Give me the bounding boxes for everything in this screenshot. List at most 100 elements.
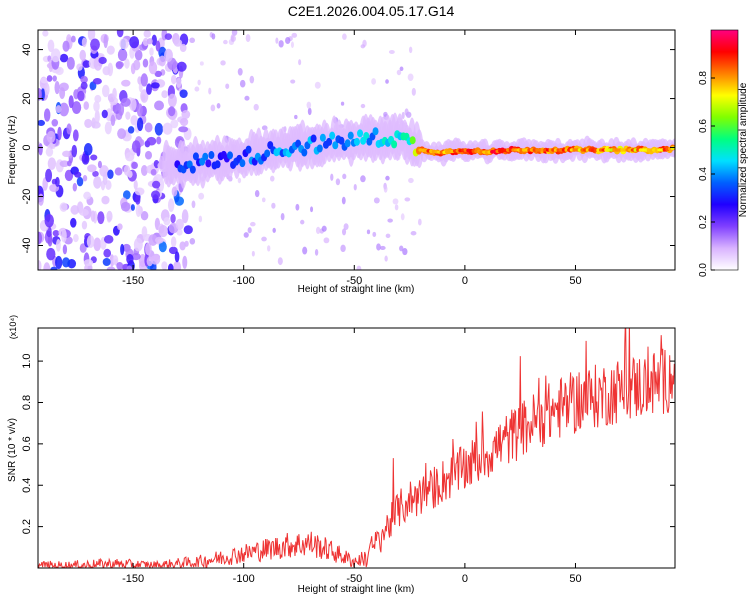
heatmap-noise-blob <box>106 210 113 222</box>
y-tick-label: -40 <box>21 238 33 254</box>
heatmap-noise-blob <box>80 75 88 84</box>
heatmap-noise-blob <box>79 49 87 61</box>
heatmap-noise-blob <box>142 37 149 47</box>
heatmap-y-axis-label: Frequency (Hz) <box>7 116 18 185</box>
heatmap-noise-blob <box>158 225 168 238</box>
heatmap-ridge-cell <box>357 129 364 138</box>
heatmap-sparse-blob <box>210 104 216 112</box>
y-tick-label: -20 <box>21 189 33 205</box>
heatmap-noise-blob <box>83 101 89 110</box>
heatmap-sparse-blob <box>385 79 389 84</box>
colorbar-label: Normalized spectral amplitude <box>738 82 749 217</box>
heatmap-noise-blob <box>151 180 161 189</box>
heatmap-sparse-blob <box>340 244 346 253</box>
x-tick-label: 50 <box>569 275 581 287</box>
heatmap-ridge-cell <box>214 160 221 169</box>
heatmap-noise-blob <box>93 100 100 113</box>
heatmap-noise-blob <box>40 88 45 101</box>
colorbar-tick-label: 0.8 <box>698 71 709 85</box>
heatmap-ridge-cell <box>391 140 398 149</box>
heatmap-sparse-blob <box>407 73 414 81</box>
heatmap-noise-blob <box>110 114 116 127</box>
heatmap-sparse-blob <box>310 206 314 213</box>
heatmap-sparse-blob <box>372 231 377 237</box>
heatmap-noise-blob <box>181 209 189 224</box>
heatmap-noise-blob <box>146 83 152 95</box>
heatmap-noise-blob <box>94 109 100 124</box>
heatmap-noise-blob <box>143 30 151 38</box>
heatmap-sparse-blob <box>330 173 334 181</box>
heatmap-noise-blob <box>71 101 82 115</box>
heatmap-sparse-blob <box>189 37 196 44</box>
heatmap-noise-blob <box>115 61 123 70</box>
heatmap-noise-blob <box>45 168 53 183</box>
heatmap-noise-blob <box>114 167 123 176</box>
heatmap-noise-blob <box>38 231 43 245</box>
heatmap-noise-blob <box>46 130 56 143</box>
y-tick-label: 40 <box>21 43 33 55</box>
y-tick-label: 0.2 <box>21 519 33 534</box>
heatmap-sparse-blob <box>314 248 319 256</box>
heatmap-sparse-blob <box>399 66 404 71</box>
heatmap-sparse-blob <box>253 103 259 111</box>
heatmap-noise-blob <box>76 63 83 71</box>
heatmap-noise-blob <box>73 233 79 243</box>
heatmap-noise-blob <box>76 176 84 187</box>
heatmap-noise-blob <box>170 213 176 224</box>
colorbar-tick-label: 0.0 <box>698 263 709 277</box>
heatmap-sparse-blob <box>404 197 411 202</box>
heatmap-noise-blob <box>183 225 193 235</box>
snr-y-axis-label: SNR (10 * v/v) <box>7 418 18 482</box>
heatmap-sparse-blob <box>360 175 366 183</box>
heatmap-noise-blob <box>145 242 152 256</box>
heatmap-noise-blob <box>102 171 108 186</box>
heatmap-ridge-cell <box>192 152 199 161</box>
heatmap-noise-blob <box>125 111 131 120</box>
heatmap-sparse-blob <box>323 237 330 244</box>
heatmap-sparse-blob <box>191 200 196 209</box>
heatmap-sparse-blob <box>360 103 366 109</box>
heatmap-noise-blob <box>47 235 53 247</box>
heatmap-noise-blob <box>179 89 188 98</box>
heatmap-sparse-blob <box>360 44 366 49</box>
heatmap-noise-blob <box>136 117 144 132</box>
heatmap-sparse-blob <box>247 227 252 234</box>
heatmap-noise-blob <box>59 87 66 100</box>
heatmap-noise-blob <box>103 34 108 49</box>
heatmap-noise-blob <box>101 84 110 98</box>
heatmap-noise-blob <box>174 251 180 263</box>
heatmap-sparse-blob <box>261 197 266 203</box>
heatmap-sparse-blob <box>321 225 327 232</box>
heatmap-noise-blob <box>167 198 175 212</box>
heatmap-ridge-cell <box>372 127 379 136</box>
heatmap-noise-blob <box>66 56 75 70</box>
heatmap-noise-blob <box>178 126 189 133</box>
heatmap-sparse-blob <box>307 107 312 116</box>
figure-title: C2E1.2026.004.05.17.G14 <box>288 3 455 19</box>
y-tick-label: 0 <box>21 144 33 150</box>
heatmap-sparse-blob <box>385 175 390 181</box>
heatmap-sparse-blob <box>277 257 283 266</box>
heatmap-noise-blob <box>130 115 138 126</box>
y-tick-label: 1.0 <box>21 353 33 368</box>
heatmap-sparse-blob <box>314 81 321 89</box>
heatmap-sparse-blob <box>404 108 409 116</box>
heatmap-sparse-blob <box>267 245 271 252</box>
heatmap-sparse-blob <box>356 265 362 270</box>
heatmap-sparse-blob <box>237 177 242 184</box>
heatmap-noise-blob <box>82 60 91 68</box>
heatmap-noise-blob <box>179 117 189 127</box>
y-tick-label: 0.8 <box>21 395 33 410</box>
heatmap-sparse-blob <box>254 189 260 198</box>
heatmap-noise-blob <box>62 150 72 158</box>
heatmap-sparse-blob <box>340 101 345 106</box>
heatmap-noise-blob <box>79 243 87 253</box>
heatmap-noise-blob <box>144 150 152 160</box>
heatmap-sparse-blob <box>302 246 308 255</box>
heatmap-sparse-blob <box>341 196 346 205</box>
heatmap-sparse-blob <box>300 219 305 225</box>
heatmap-sparse-blob <box>199 61 204 66</box>
heatmap-noise-blob <box>141 226 148 238</box>
heatmap-noise-blob <box>61 228 67 243</box>
heatmap-noise-blob <box>131 252 141 261</box>
